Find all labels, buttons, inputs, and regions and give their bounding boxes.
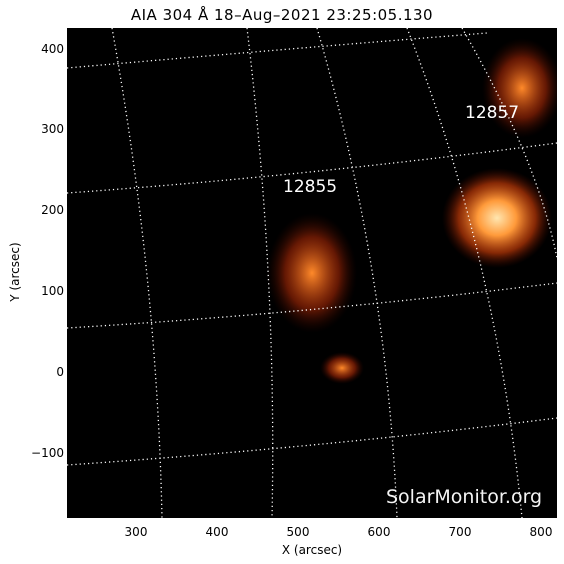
x-tick-label: 300 — [124, 525, 148, 539]
x-tick-label: 800 — [529, 525, 553, 539]
y-tick-label: 300 — [41, 122, 64, 136]
watermark: SolarMonitor.org — [386, 486, 543, 508]
heliographic-grid — [67, 28, 557, 518]
x-tick-label: 700 — [448, 525, 472, 539]
plage-12857 — [442, 168, 552, 268]
x-tick-label: 400 — [205, 525, 229, 539]
y-tick-label: 100 — [41, 284, 64, 298]
x-tick-label: 600 — [367, 525, 391, 539]
y-tick-label: −100 — [31, 446, 64, 460]
y-axis-title: Y (arcsec) — [8, 242, 22, 302]
y-tick-label: 400 — [41, 42, 64, 56]
x-tick-label: 500 — [286, 525, 310, 539]
x-axis-title: X (arcsec) — [281, 543, 343, 557]
active-region-label: 12855 — [283, 177, 338, 197]
limb-emission — [482, 38, 557, 138]
y-tick-label: 0 — [56, 365, 64, 379]
image-title: AIA 304 Å 18–Aug–2021 23:25:05.130 — [130, 6, 434, 24]
solar-emission-layer — [67, 28, 557, 518]
bright-patch — [320, 352, 364, 384]
plage-12855 — [267, 213, 357, 333]
y-tick-label: 200 — [41, 203, 64, 217]
solar-image — [67, 28, 557, 518]
active-region-label: 12857 — [465, 103, 520, 123]
